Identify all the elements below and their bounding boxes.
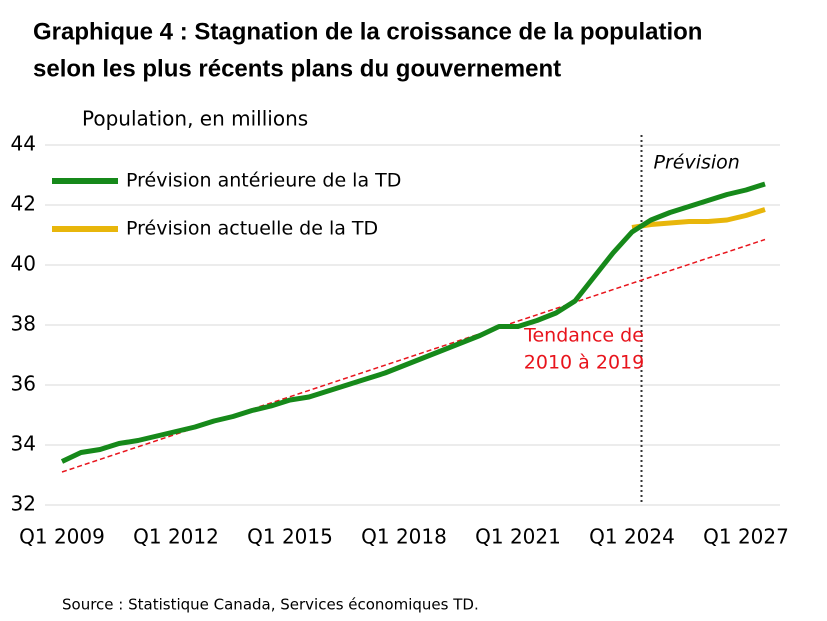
y-tick-label: 42 <box>11 192 36 216</box>
series-line <box>631 207 766 230</box>
x-tick-label: Q1 2012 <box>133 525 219 549</box>
x-tick-label: Q1 2015 <box>247 525 333 549</box>
legend-label: Prévision antérieure de la TD <box>126 170 401 192</box>
x-tick-label: Q1 2021 <box>475 525 561 549</box>
x-tick-label: Q1 2027 <box>703 525 789 549</box>
y-tick-label: 44 <box>11 132 36 156</box>
chart-title: Graphique 4 : Stagnation de la croissanc… <box>33 18 702 45</box>
y-tick-label: 36 <box>11 372 36 396</box>
annotation: Tendance de <box>523 325 644 347</box>
series-line <box>60 181 766 464</box>
legend-label: Prévision actuelle de la TD <box>126 218 378 240</box>
series-line <box>61 238 766 473</box>
chart-title: selon les plus récents plans du gouverne… <box>33 55 561 82</box>
y-tick-label: 38 <box>11 312 36 336</box>
x-tick-label: Q1 2018 <box>361 525 447 549</box>
source: Source : Statistique Canada, Services éc… <box>62 596 479 614</box>
y-tick-label: 32 <box>11 492 36 516</box>
y-tick-label: 40 <box>11 252 36 276</box>
x-tick-label: Q1 2024 <box>589 525 675 549</box>
x-tick-label: Q1 2009 <box>19 525 105 549</box>
y-axis-label: Population, en millions <box>82 107 308 131</box>
forecast-label: Prévision <box>654 152 740 174</box>
annotation: 2010 à 2019 <box>524 352 644 374</box>
y-tick-label: 34 <box>11 432 36 456</box>
